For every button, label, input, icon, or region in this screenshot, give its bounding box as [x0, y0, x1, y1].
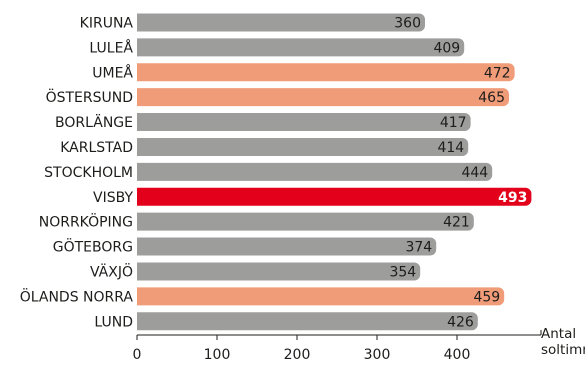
bar — [137, 38, 465, 57]
category-label: ÖLANDS NORRA — [20, 287, 134, 305]
bar — [137, 137, 469, 156]
bar — [137, 187, 532, 206]
category-label: NORRKÖPING — [39, 213, 133, 231]
bar — [136, 63, 515, 82]
value-label: 465 — [478, 90, 505, 106]
bar — [137, 13, 425, 32]
value-label: 493 — [498, 190, 527, 206]
category-label: KARLSTAD — [60, 140, 133, 156]
value-label: 421 — [443, 215, 470, 231]
x-tick-label: 0 — [133, 347, 142, 363]
x-tick-label: 200 — [284, 347, 311, 363]
category-label: VISBY — [93, 190, 133, 206]
bar — [137, 287, 505, 306]
x-tick-label: 300 — [364, 347, 391, 363]
category-label: LULEÅ — [89, 39, 133, 56]
bar — [137, 262, 421, 281]
category-label: BORLÄNGE — [55, 113, 133, 131]
category-label: VÄXJÖ — [90, 262, 133, 280]
value-label: 360 — [394, 15, 421, 31]
bar — [137, 162, 493, 181]
bar — [137, 88, 509, 107]
category-label: GÖTEBORG — [53, 238, 133, 256]
x-axis-label: Antal soltimmar — [541, 326, 585, 358]
value-label: 374 — [405, 240, 432, 256]
value-label: 409 — [433, 40, 460, 56]
category-label: STOCKHOLM — [44, 165, 133, 181]
bar — [137, 312, 478, 331]
bar — [137, 237, 437, 256]
value-label: 354 — [389, 264, 416, 280]
value-label: 472 — [484, 65, 511, 81]
category-label: LUND — [94, 314, 133, 330]
bar — [137, 113, 471, 132]
value-label: 414 — [437, 140, 464, 156]
x-tick-label: 100 — [204, 347, 231, 363]
value-label: 426 — [447, 314, 474, 330]
value-label: 417 — [440, 115, 467, 131]
value-label: 459 — [473, 289, 500, 305]
x-tick-label: 400 — [444, 347, 471, 363]
category-label: UMEÅ — [92, 64, 133, 81]
category-label: ÖSTERSUND — [46, 88, 133, 106]
bar — [137, 212, 474, 231]
category-label: KIRUNA — [80, 15, 134, 31]
value-label: 444 — [461, 165, 488, 181]
